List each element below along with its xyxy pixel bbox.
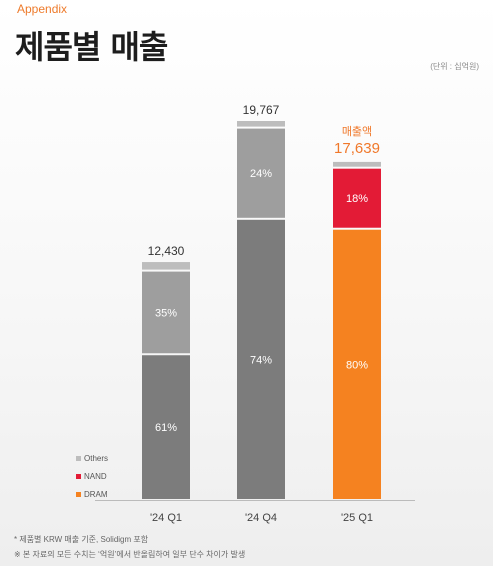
share-label-nand-2: 24%	[250, 168, 272, 180]
share-label-dram-2: 74%	[250, 354, 272, 366]
share-label-dram-1: 61%	[155, 422, 177, 434]
page-title: 제품별 매출	[15, 28, 168, 66]
bar-nand-3	[333, 168, 381, 228]
bar-others-1	[142, 262, 190, 270]
legend-swatch-nand	[76, 474, 81, 479]
category-label-3: '25 Q1	[341, 512, 373, 524]
legend-swatch-dram	[76, 492, 81, 497]
legend-label-dram: DRAM	[84, 490, 108, 499]
share-label-dram-3: 80%	[346, 359, 368, 371]
bar-dram-3	[333, 229, 381, 499]
share-label-nand-3: 18%	[346, 193, 368, 205]
legend-label-others: Others	[84, 454, 108, 463]
highlight-caption: 매출액	[342, 125, 372, 138]
total-label-3: 17,639	[334, 140, 380, 157]
bar-nand-1	[142, 271, 190, 354]
share-label-nand-1: 35%	[155, 307, 177, 319]
category-label-2: '24 Q4	[245, 512, 277, 524]
bar-nand-2	[237, 128, 285, 218]
footnote-rounding: ※ 본 자료의 모든 수치는 ‘억원’에서 반올림하여 일부 단수 차이가 발생	[14, 550, 246, 559]
bar-others-3	[333, 161, 381, 167]
footnote-basis: * 제품별 KRW 매출 기준, Solidigm 포함	[14, 535, 149, 544]
total-label-2: 19,767	[243, 103, 280, 117]
section-label: Appendix	[17, 2, 68, 16]
category-label-1: '24 Q1	[150, 512, 182, 524]
bar-others-2	[237, 121, 285, 127]
bar-dram-2	[237, 219, 285, 500]
legend-label-nand: NAND	[84, 472, 107, 481]
unit-note: (단위 : 십억원)	[430, 62, 479, 71]
bar-dram-1	[142, 355, 190, 499]
legend-swatch-others	[76, 456, 81, 461]
total-label-1: 12,430	[148, 244, 185, 258]
